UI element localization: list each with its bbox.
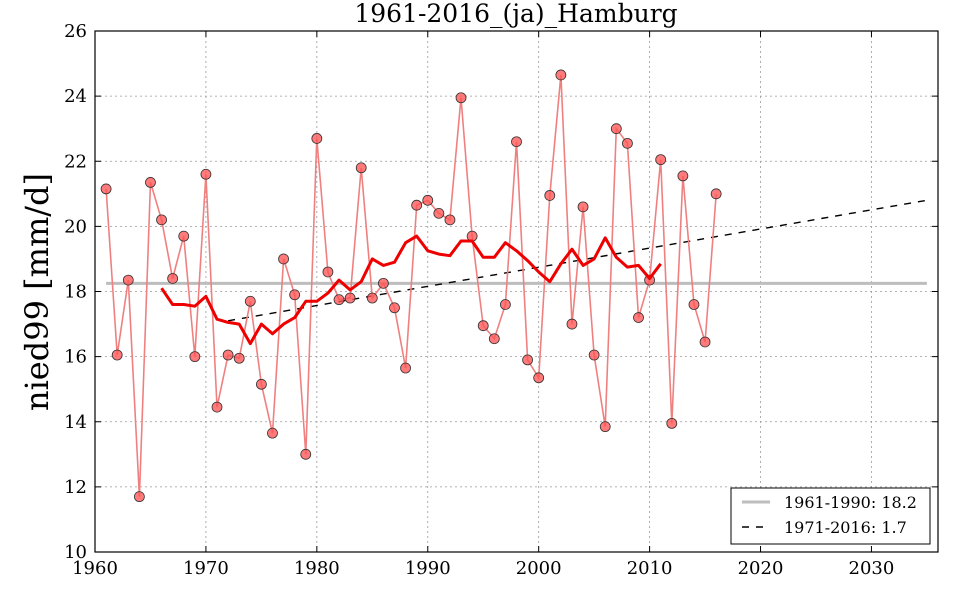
annual-data-point bbox=[233, 352, 245, 364]
legend: 1961-1990: 18.2 1971-2016: 1.7 bbox=[730, 487, 931, 545]
annual-data-point bbox=[111, 349, 123, 361]
x-tick-label: 1970 bbox=[183, 558, 229, 579]
annual-data-point bbox=[366, 292, 378, 304]
annual-data-point bbox=[710, 188, 722, 200]
annual-data-point bbox=[222, 349, 234, 361]
x-tick-label: 1990 bbox=[405, 558, 451, 579]
annual-data-point bbox=[322, 266, 334, 278]
legend-trend-label: 1971-2016: 1.7 bbox=[784, 518, 907, 537]
annual-data-point bbox=[255, 378, 267, 390]
annual-data-point bbox=[344, 292, 356, 304]
annual-series-line bbox=[105, 74, 717, 497]
y-tick-label: 16 bbox=[64, 347, 87, 368]
annual-data-point bbox=[211, 401, 223, 413]
x-tick-label: 2000 bbox=[516, 558, 562, 579]
annual-data-point bbox=[544, 190, 556, 201]
annual-data-point bbox=[200, 168, 212, 180]
annual-data-point bbox=[633, 312, 644, 323]
annual-data-point bbox=[433, 207, 445, 219]
annual-data-point bbox=[300, 448, 312, 460]
annual-data-point bbox=[588, 349, 600, 361]
annual-data-point bbox=[622, 137, 633, 149]
annual-data-point bbox=[422, 194, 434, 206]
annual-data-point bbox=[555, 69, 567, 81]
x-tick-label: 2010 bbox=[627, 558, 673, 579]
annual-data-point bbox=[189, 351, 201, 363]
annual-data-point bbox=[699, 336, 711, 348]
annual-data-point bbox=[389, 302, 400, 314]
annual-data-point bbox=[500, 299, 511, 310]
annual-data-point bbox=[677, 170, 689, 182]
grid bbox=[94, 30, 938, 553]
y-axis-label: nied99 [mm/d] bbox=[18, 173, 56, 411]
annual-data-point bbox=[400, 362, 411, 374]
legend-box bbox=[730, 487, 931, 545]
annual-data-point bbox=[577, 201, 589, 213]
chart-title: 1961-2016_(ja)_Hamburg bbox=[354, 0, 677, 28]
x-tick-label: 1980 bbox=[294, 558, 340, 579]
annual-data-point bbox=[267, 427, 278, 439]
series-layer bbox=[100, 69, 928, 503]
annual-data-point bbox=[599, 421, 611, 433]
x-tick-label: 1960 bbox=[72, 558, 118, 579]
annual-data-point bbox=[444, 214, 456, 226]
annual-data-point bbox=[411, 199, 423, 211]
annual-data-point bbox=[133, 491, 145, 503]
annual-data-point bbox=[167, 273, 179, 284]
y-tick-label: 24 bbox=[64, 86, 87, 107]
annual-data-point bbox=[156, 214, 167, 226]
x-tick-label: 2020 bbox=[738, 558, 784, 579]
annual-data-point bbox=[355, 162, 367, 174]
annual-data-point bbox=[511, 136, 522, 148]
annual-data-point bbox=[145, 177, 156, 188]
annual-data-point bbox=[178, 230, 190, 242]
y-tick-label: 10 bbox=[64, 542, 87, 563]
annual-data-point bbox=[610, 123, 622, 135]
annual-data-point bbox=[533, 372, 545, 384]
y-tick-label: 12 bbox=[64, 477, 87, 498]
annual-data-point bbox=[655, 154, 667, 166]
annual-data-point bbox=[488, 333, 500, 345]
legend-reference-label: 1961-1990: 18.2 bbox=[784, 493, 917, 512]
y-tick-label: 22 bbox=[64, 151, 87, 172]
annual-data-point bbox=[522, 354, 533, 366]
annual-data-point bbox=[688, 299, 700, 310]
x-tick-label: 2030 bbox=[849, 558, 895, 579]
annual-data-point bbox=[455, 92, 467, 104]
ticks: 1960 1970 1980 1990 2000 2010 2020 2030 10 12 14 16… bbox=[64, 21, 938, 579]
y-tick-label: 18 bbox=[64, 282, 87, 303]
annual-data-point bbox=[100, 183, 112, 195]
annual-data-point bbox=[289, 289, 301, 301]
running-mean-line bbox=[160, 234, 662, 346]
y-tick-label: 20 bbox=[64, 216, 87, 237]
y-tick-label: 26 bbox=[64, 21, 87, 42]
annual-data-point bbox=[333, 294, 345, 306]
annual-data-point bbox=[566, 318, 578, 330]
annual-data-point bbox=[311, 133, 323, 144]
annual-data-point bbox=[477, 320, 489, 332]
y-tick-label: 14 bbox=[64, 412, 87, 433]
annual-data-point bbox=[377, 277, 389, 289]
annual-data-point bbox=[244, 295, 256, 307]
annual-data-point bbox=[278, 253, 289, 265]
annual-data-point bbox=[666, 417, 678, 429]
annual-data-point bbox=[122, 274, 134, 286]
